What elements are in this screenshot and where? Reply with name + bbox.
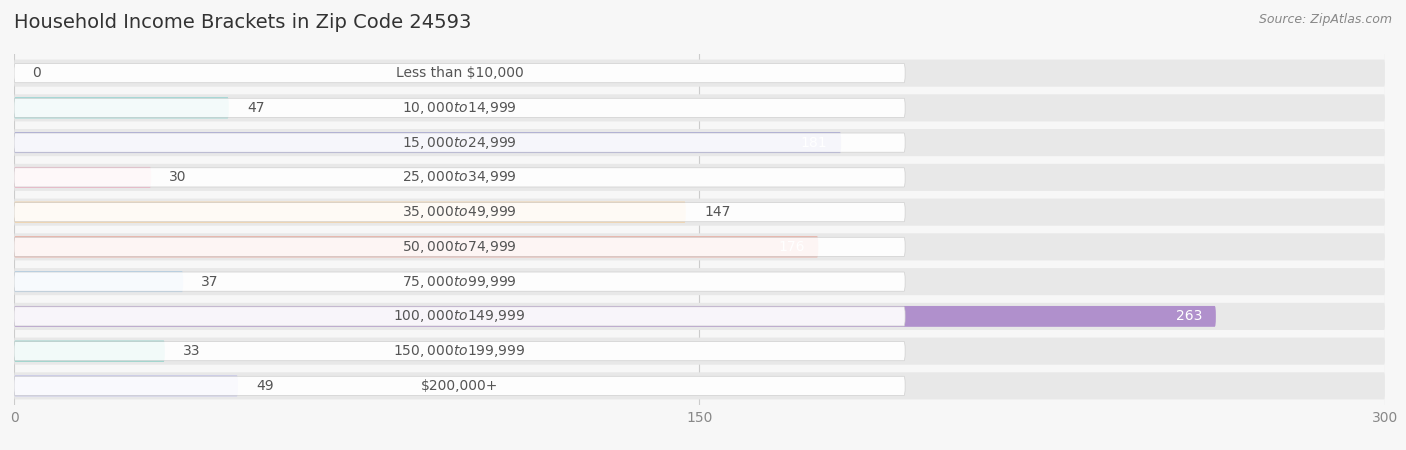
FancyBboxPatch shape <box>14 94 1385 122</box>
Text: Household Income Brackets in Zip Code 24593: Household Income Brackets in Zip Code 24… <box>14 14 471 32</box>
FancyBboxPatch shape <box>14 129 1385 156</box>
Text: $25,000 to $34,999: $25,000 to $34,999 <box>402 169 517 185</box>
FancyBboxPatch shape <box>14 202 686 223</box>
Text: $150,000 to $199,999: $150,000 to $199,999 <box>394 343 526 359</box>
FancyBboxPatch shape <box>14 59 1385 87</box>
FancyBboxPatch shape <box>14 268 1385 295</box>
Text: $50,000 to $74,999: $50,000 to $74,999 <box>402 239 517 255</box>
FancyBboxPatch shape <box>14 307 905 326</box>
FancyBboxPatch shape <box>14 237 905 256</box>
FancyBboxPatch shape <box>14 338 1385 364</box>
FancyBboxPatch shape <box>14 98 229 118</box>
Text: 147: 147 <box>704 205 731 219</box>
FancyBboxPatch shape <box>14 236 818 257</box>
Text: 37: 37 <box>201 274 219 288</box>
Text: 49: 49 <box>256 379 274 393</box>
FancyBboxPatch shape <box>14 376 905 396</box>
Text: 30: 30 <box>170 171 187 184</box>
Text: Less than $10,000: Less than $10,000 <box>395 66 523 80</box>
FancyBboxPatch shape <box>14 306 1216 327</box>
FancyBboxPatch shape <box>14 272 905 291</box>
FancyBboxPatch shape <box>14 342 905 361</box>
Text: Source: ZipAtlas.com: Source: ZipAtlas.com <box>1258 14 1392 27</box>
FancyBboxPatch shape <box>14 271 183 292</box>
FancyBboxPatch shape <box>14 202 905 222</box>
FancyBboxPatch shape <box>14 98 905 117</box>
FancyBboxPatch shape <box>14 133 905 152</box>
FancyBboxPatch shape <box>14 132 841 153</box>
Text: 176: 176 <box>778 240 804 254</box>
FancyBboxPatch shape <box>14 303 1385 330</box>
FancyBboxPatch shape <box>14 233 1385 261</box>
Text: $75,000 to $99,999: $75,000 to $99,999 <box>402 274 517 290</box>
FancyBboxPatch shape <box>14 375 238 396</box>
Text: 263: 263 <box>1175 310 1202 324</box>
FancyBboxPatch shape <box>14 198 1385 226</box>
Text: $200,000+: $200,000+ <box>420 379 498 393</box>
Text: 0: 0 <box>32 66 41 80</box>
FancyBboxPatch shape <box>14 63 905 83</box>
FancyBboxPatch shape <box>14 164 1385 191</box>
Text: $35,000 to $49,999: $35,000 to $49,999 <box>402 204 517 220</box>
FancyBboxPatch shape <box>14 341 165 361</box>
Text: 181: 181 <box>801 135 827 149</box>
Text: $100,000 to $149,999: $100,000 to $149,999 <box>394 308 526 324</box>
Text: 47: 47 <box>247 101 264 115</box>
FancyBboxPatch shape <box>14 372 1385 400</box>
Text: $10,000 to $14,999: $10,000 to $14,999 <box>402 100 517 116</box>
FancyBboxPatch shape <box>14 168 905 187</box>
Text: $15,000 to $24,999: $15,000 to $24,999 <box>402 135 517 151</box>
Text: 33: 33 <box>183 344 201 358</box>
FancyBboxPatch shape <box>14 167 152 188</box>
